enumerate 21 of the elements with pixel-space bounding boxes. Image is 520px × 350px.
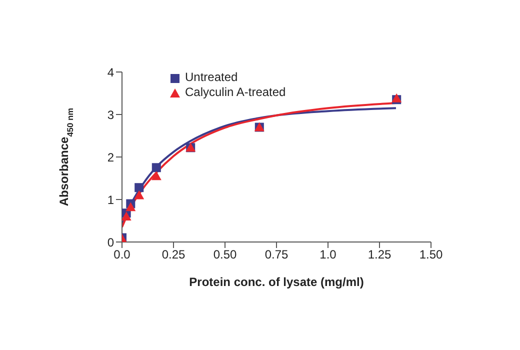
x-tick-label: 1.25 [368, 248, 392, 262]
y-tick-label: 2 [107, 150, 114, 164]
legend-label: Calyculin A-treated [185, 85, 286, 100]
x-tick-label: 0.50 [213, 248, 237, 262]
x-axis-title: Protein conc. of lysate (mg/ml) [189, 275, 364, 289]
point [152, 163, 161, 172]
point [151, 171, 162, 180]
legend-label: Untreated [185, 70, 238, 85]
point [134, 183, 144, 192]
y-tick-label: 3 [107, 108, 114, 122]
y-tick-label: 0 [107, 235, 114, 250]
point [122, 212, 132, 220]
y-tick-label: 1 [107, 192, 114, 207]
x-tick-label: 1.0 [320, 248, 337, 262]
y-tick-label: 4 [107, 65, 114, 80]
point [126, 202, 136, 212]
x-tick-label: 0.25 [162, 248, 186, 262]
x-tick-label: 1.50 [419, 248, 443, 262]
point [134, 190, 144, 200]
x-tick-label: 0.75 [264, 248, 288, 262]
x-tick-label: 0.0 [114, 248, 131, 262]
